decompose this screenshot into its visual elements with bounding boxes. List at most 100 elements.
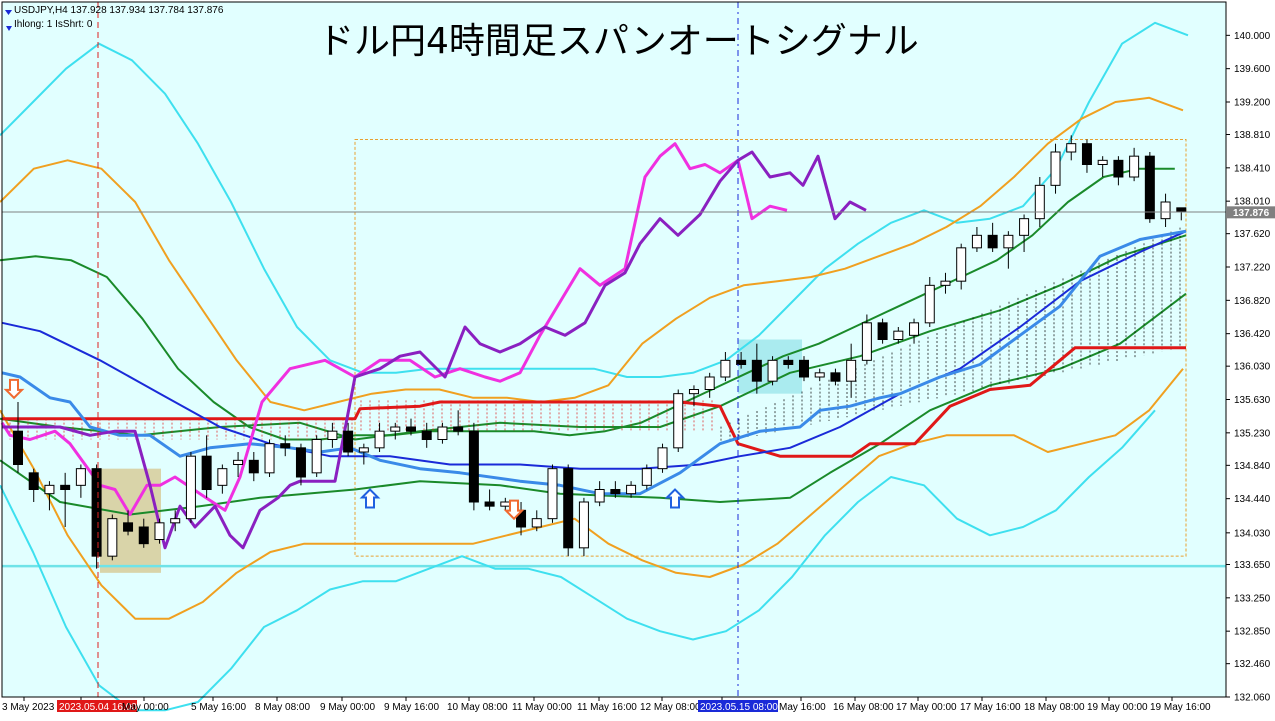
y-tick-label: 134.030 xyxy=(1234,528,1271,539)
bollinger-upper-1sigma xyxy=(0,96,1184,412)
bullish-candle-body xyxy=(924,284,935,324)
bullish-candle-body xyxy=(217,468,228,486)
bullish-candle-body xyxy=(971,234,982,249)
y-tick-label: 137.220 xyxy=(1234,263,1271,274)
candle xyxy=(390,422,401,440)
candle xyxy=(924,277,935,327)
candle xyxy=(563,464,574,557)
bullish-candle-body xyxy=(547,468,558,520)
bearish-candle-body xyxy=(799,359,809,378)
x-tick-highlight xyxy=(57,700,137,712)
bullish-candle-body xyxy=(500,501,511,507)
x-tick-label: May 00:00 xyxy=(122,702,169,713)
bullish-candle-body xyxy=(1019,218,1030,236)
y-tick-label: 136.030 xyxy=(1234,362,1271,373)
candle xyxy=(1113,156,1124,186)
bullish-candle-body xyxy=(657,447,668,470)
bullish-candle-body xyxy=(327,430,338,440)
bearish-candle-body xyxy=(343,430,354,453)
candle xyxy=(327,422,338,448)
candle xyxy=(830,368,841,386)
bullish-candle-body xyxy=(531,518,542,528)
candle xyxy=(311,435,322,477)
bullish-candle-body xyxy=(767,359,778,382)
candle xyxy=(60,472,71,527)
candle xyxy=(657,443,668,473)
bearish-candle-body xyxy=(28,472,39,491)
candle xyxy=(704,372,715,398)
candle xyxy=(28,468,39,502)
x-tick-label: 17 May 16:00 xyxy=(960,702,1021,713)
candle xyxy=(468,422,479,511)
y-tick-label: 133.250 xyxy=(1234,593,1271,604)
bearish-candle-body xyxy=(138,526,149,545)
y-tick-label: 138.410 xyxy=(1234,163,1271,174)
bullish-candle-body xyxy=(626,484,637,495)
bearish-candle-body xyxy=(987,234,998,249)
x-tick-label: 10 May 08:00 xyxy=(447,702,508,713)
y-tick-label: 137.620 xyxy=(1234,229,1271,240)
candle xyxy=(547,464,558,523)
candle xyxy=(374,422,385,452)
candlesticks xyxy=(13,135,1187,569)
candle xyxy=(91,464,102,569)
candle xyxy=(877,318,888,344)
y-tick-label: 135.630 xyxy=(1234,395,1271,406)
magenta-line xyxy=(0,142,788,516)
bearish-candle-body xyxy=(91,468,102,557)
candle xyxy=(799,356,809,382)
candle xyxy=(1097,156,1108,177)
y-tick-label: 140.000 xyxy=(1234,31,1271,42)
candle xyxy=(971,227,982,252)
bearish-candle-body xyxy=(453,426,464,432)
y-tick-label: 134.840 xyxy=(1234,461,1271,472)
bearish-candle-body xyxy=(421,430,432,440)
y-tick-label: 139.200 xyxy=(1234,98,1271,109)
candle xyxy=(940,272,951,294)
candle xyxy=(814,368,825,382)
current-price-tag xyxy=(1227,206,1275,219)
span-line-green-upper xyxy=(0,234,1187,441)
candle xyxy=(1081,139,1092,173)
bullish-candle-body xyxy=(641,468,652,486)
candle xyxy=(343,422,354,457)
bearish-candle-body xyxy=(1113,159,1124,178)
x-tick-label: 12 May 08:00 xyxy=(640,702,701,713)
bullish-candle-body xyxy=(1034,184,1045,220)
bearish-candle-body xyxy=(280,443,291,449)
candle xyxy=(861,314,872,365)
x-tick-label: 16 May 08:00 xyxy=(833,702,894,713)
candle xyxy=(909,318,920,344)
candle xyxy=(1050,143,1061,194)
bearish-candle-body xyxy=(830,372,841,382)
bullish-candle-body xyxy=(846,359,857,382)
candle xyxy=(1160,193,1171,227)
bearish-candle-body xyxy=(751,359,762,382)
candle xyxy=(185,452,196,523)
x-tick-label: 18 May 08:00 xyxy=(1024,702,1085,713)
candle xyxy=(987,222,998,252)
x-tick-label: 2023.05.15 08:00 xyxy=(700,702,778,713)
bearish-candle-body xyxy=(201,455,212,490)
bullish-candle-body xyxy=(578,501,589,549)
symbol-ohlc-header: USDJPY,H4 137.928 137.934 137.784 137.87… xyxy=(14,5,224,16)
bullish-candle-body xyxy=(233,459,244,466)
x-tick-label: 8 May 08:00 xyxy=(255,702,310,713)
candle xyxy=(956,243,967,290)
y-tick-label: 133.650 xyxy=(1234,560,1271,571)
candle xyxy=(138,518,149,548)
bearish-candle-body xyxy=(610,489,621,495)
candle xyxy=(170,510,181,532)
candle xyxy=(248,452,259,482)
buy-signal-arrow-icon xyxy=(664,488,686,509)
plot-background xyxy=(2,2,1226,697)
y-tick-label: 136.820 xyxy=(1234,296,1271,307)
candle xyxy=(1129,147,1140,182)
bullish-candle-body xyxy=(673,393,684,449)
bearish-candle-body xyxy=(1176,207,1187,213)
candle xyxy=(154,518,165,544)
buy-signal-arrow-icon xyxy=(359,488,381,509)
candle xyxy=(610,481,621,498)
